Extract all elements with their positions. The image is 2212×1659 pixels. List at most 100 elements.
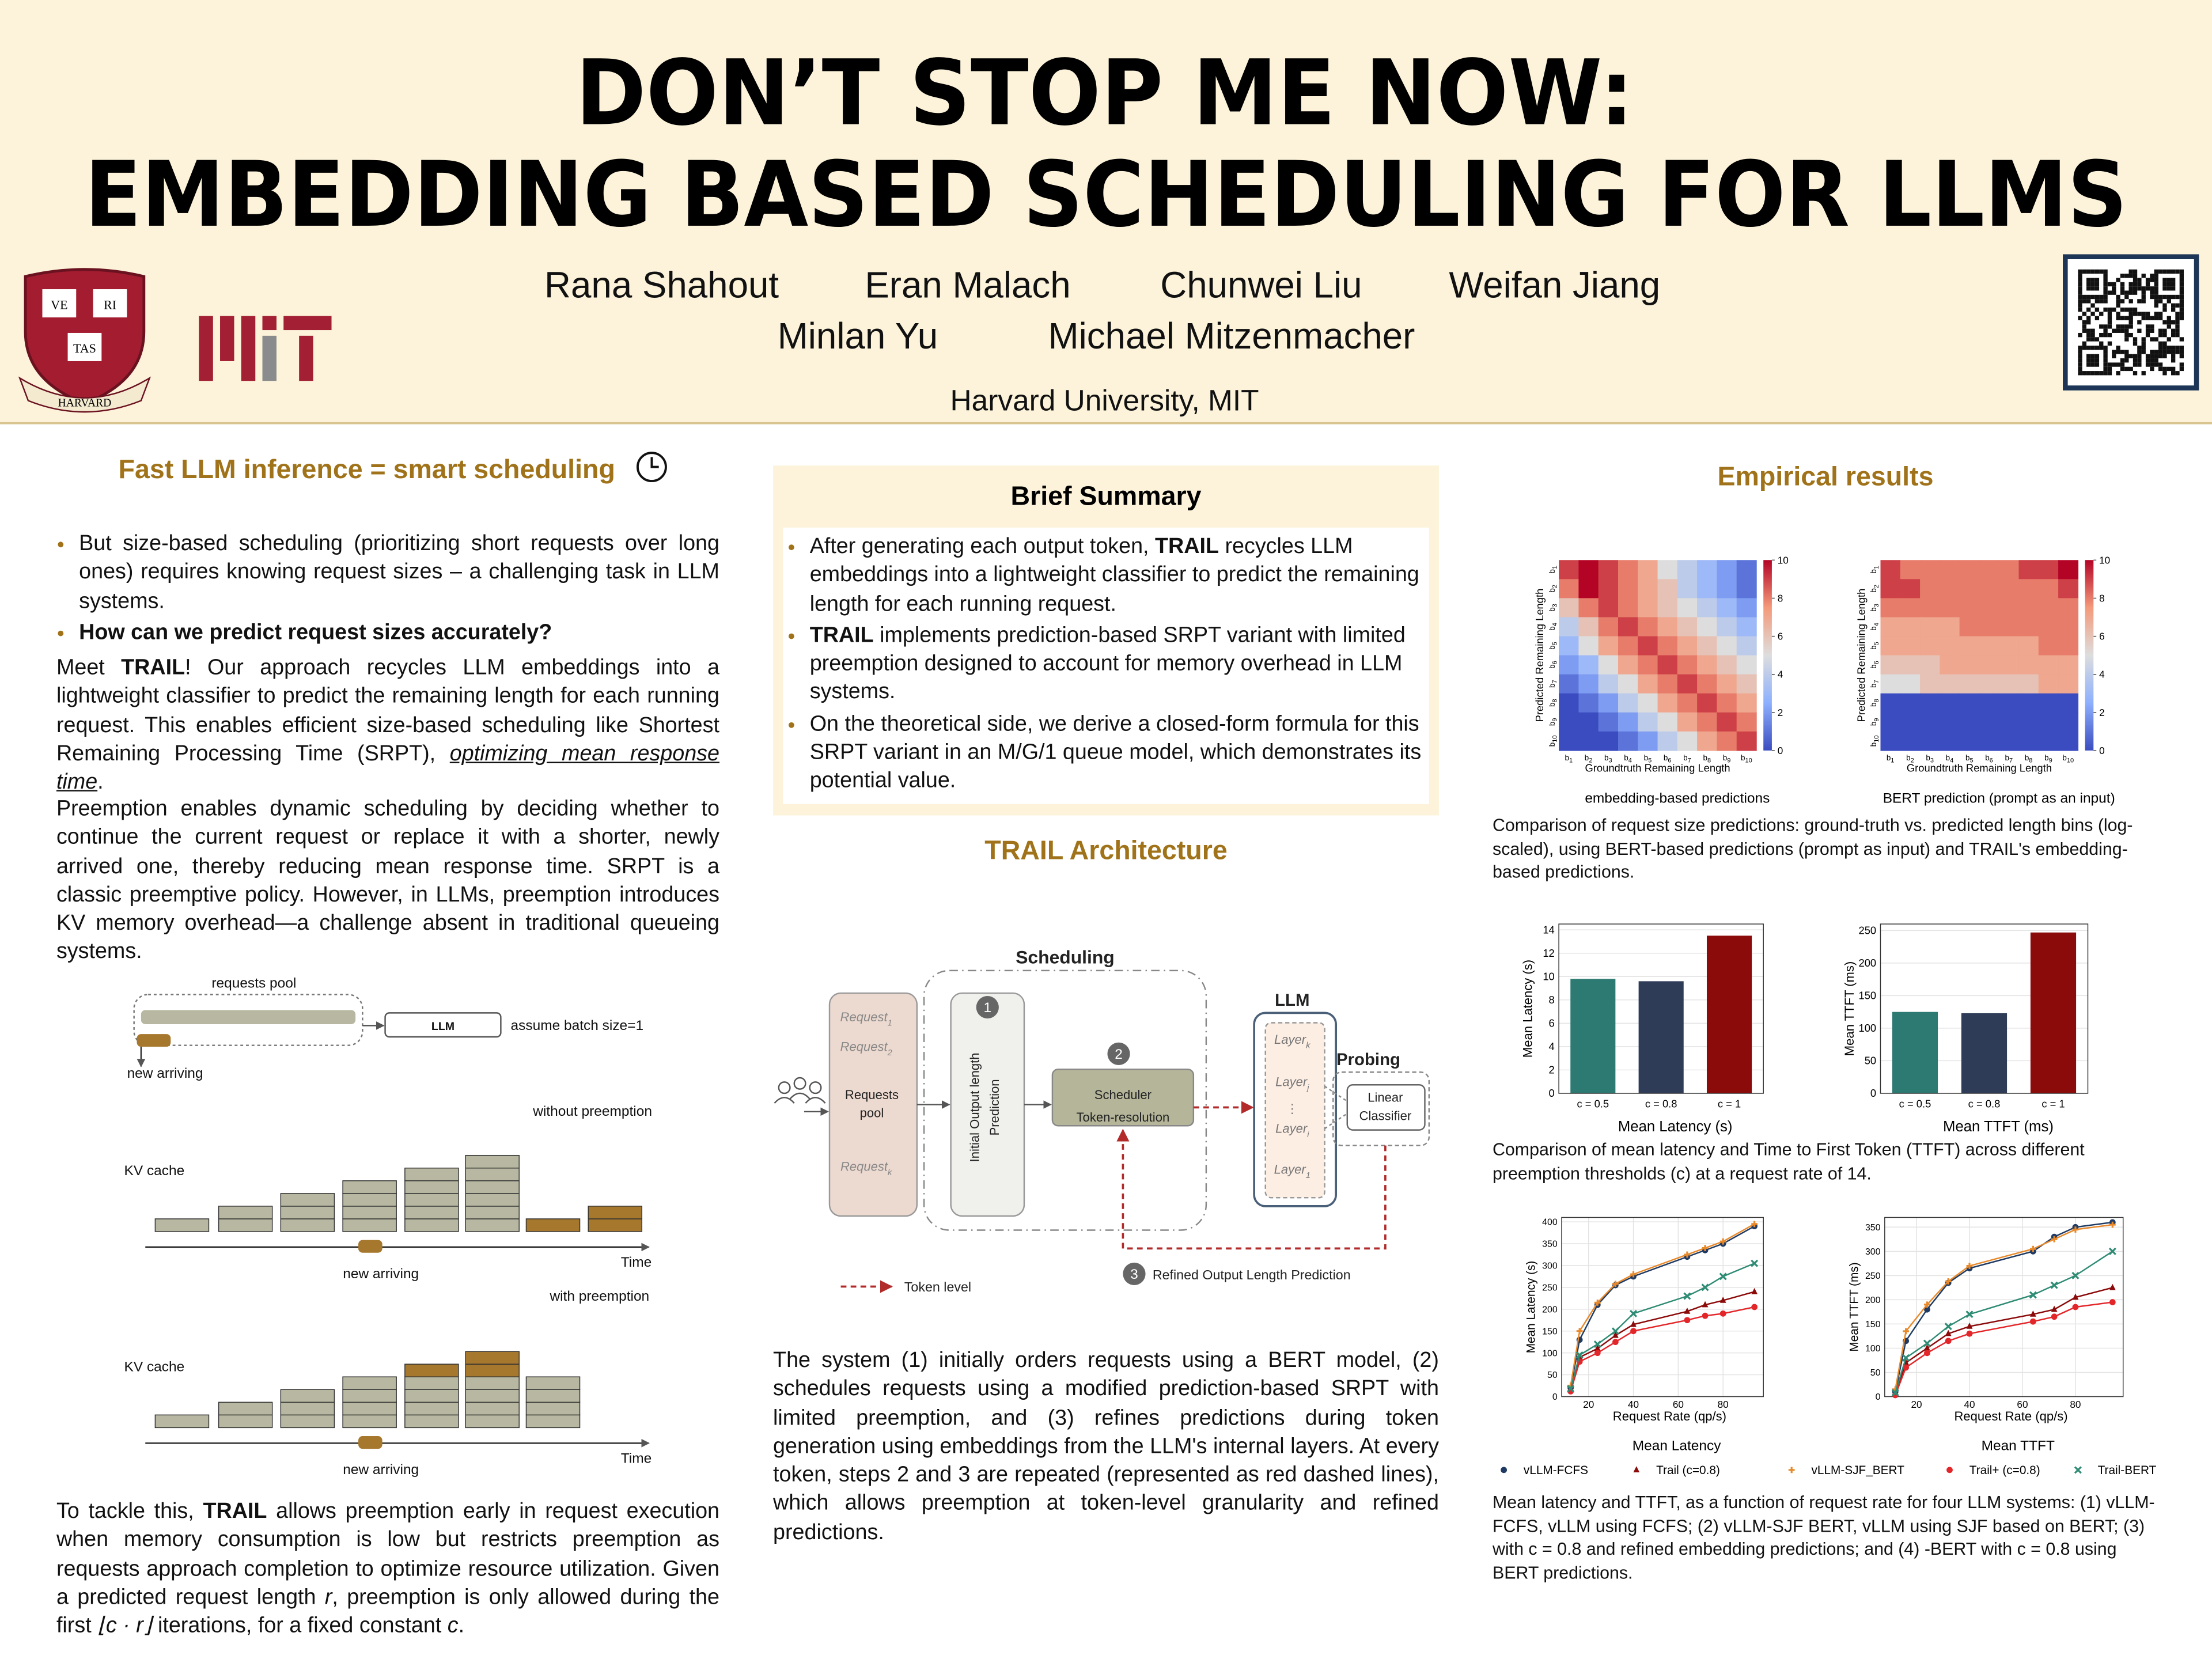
qr-cell [2107,371,2112,376]
qr-cell [2094,316,2100,320]
heat-cell [1618,731,1639,751]
y-axis-label: Predicted Remaining Length [1855,589,1868,722]
qr-cell [2124,350,2129,354]
qr-cell [2124,358,2129,363]
qr-cell [2133,354,2138,359]
heat-cell [1638,579,1658,599]
kv-block [588,1218,643,1232]
title-line2: EMBEDDING BASED SCHEDULING FOR LLMS [85,142,2127,247]
text: 1 [888,1018,892,1028]
subfigure-caption: embedding-based predictions [1585,790,1770,806]
point [1702,1245,1709,1251]
heat-cell [1598,693,1619,713]
heat-cell [1638,731,1658,751]
heat-cell [1979,693,1999,713]
qr-cell [2086,286,2091,291]
qr-cell [2175,312,2180,316]
heat-cell [1940,636,1960,656]
point [1751,1221,1758,1228]
tick-label: b1 [1869,566,1880,574]
qr-cell [2158,341,2163,346]
qr-cell [2150,350,2154,354]
text: TRAIL [203,1499,267,1524]
qr-cell [2116,350,2120,354]
heat-cell [1900,598,1921,618]
qr-cell [2166,294,2171,300]
series-line [1570,1262,1755,1389]
heat-cell [1598,617,1619,637]
colorbar-label: 10 [2099,554,2110,566]
qr-cell [2078,269,2082,274]
text: Request [840,1160,888,1174]
qr-cell [2162,282,2167,287]
qr-cell [2103,358,2108,363]
text: b [1985,753,1989,762]
qr-cell [2099,332,2104,338]
request-label: Request1 [840,1010,892,1028]
heat-cell [1657,598,1678,618]
section-heading: Fast LLM inference = smart scheduling [118,456,615,486]
heat-cell [1578,598,1599,618]
decoration [636,452,667,483]
heat-cell [2018,598,2039,618]
x-tick-label: 20 [1583,1399,1594,1410]
text: b [1869,722,1878,726]
bar [1638,981,1684,1093]
heat-cell [1697,655,1718,675]
point [1630,1271,1637,1278]
qr-cell [2086,332,2091,338]
text: 1 [1873,566,1880,569]
y-tick-label: 8 [1549,994,1555,1006]
text: b [1548,645,1556,649]
qr-cell [2154,303,2158,308]
qr-cell [2145,332,2150,338]
point [2029,1291,2037,1299]
text: 9 [1727,757,1730,764]
qr-cell [2179,366,2184,372]
kv-block [465,1168,520,1181]
heat-cell [1697,560,1718,580]
qr-cell [2179,307,2184,312]
kv-block [342,1218,397,1232]
qr-cell [2094,286,2100,291]
decoration [1116,1128,1387,1250]
text: Meet [56,656,122,680]
point [2109,1221,2116,1228]
text: b [1565,753,1569,762]
text: allows preemption early in request execu… [56,1499,720,1610]
qr-cell [2175,332,2180,338]
qr-cell [2154,358,2158,363]
heat-cell [1697,731,1718,751]
heat-cell [1657,560,1678,580]
bar [1892,1012,1938,1093]
qr-cell [2090,332,2095,338]
text: 8 [1707,757,1711,764]
qr-cell [2145,328,2150,333]
heat-cell [1697,598,1718,618]
heat-cell [1940,693,1960,713]
qr-cell [2094,362,2100,367]
heat-cell [2018,560,2039,580]
text: implements prediction-based SRPT variant… [809,623,1406,705]
qr-cell [2171,346,2176,350]
y-tick-label: 350 [1865,1223,1881,1233]
heat-cell [1736,598,1757,618]
heat-cell [1940,731,1960,751]
qr-cell [2078,286,2082,291]
y-tick-label: 2 [1549,1064,1555,1076]
heat-cell [1559,598,1580,618]
subfigure-caption: Mean Latency [1633,1438,1721,1454]
qr-code [2078,269,2184,376]
qr-cell [2158,328,2163,333]
qr-cell [2090,362,2095,367]
text: 6 [1668,757,1671,764]
text: After generating each output token, [809,535,1156,559]
x-axis-label: Request Rate (qp/s) [1954,1409,2067,1423]
point [1923,1339,1931,1347]
decoration [774,1077,826,1104]
heat-cell [1578,579,1599,599]
point [1719,1296,1726,1303]
qr-cell [2124,337,2129,342]
heat-cell [1717,636,1737,656]
text: 1 [1891,757,1894,764]
